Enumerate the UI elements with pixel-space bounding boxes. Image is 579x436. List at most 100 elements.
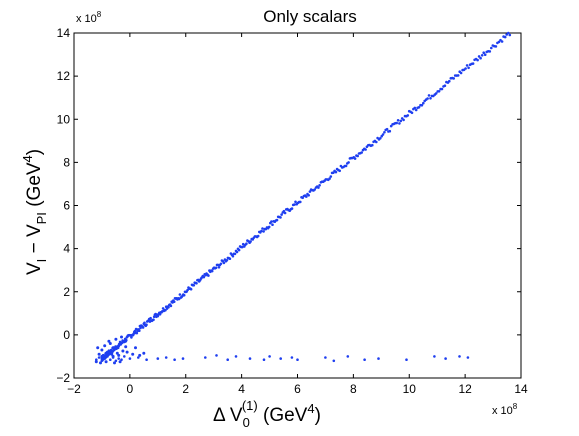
y-tick-label: 4 [63, 242, 70, 256]
diagonal-point [275, 218, 279, 222]
diagonal-point [178, 293, 182, 296]
diagonal-point [271, 223, 274, 226]
diagonal-point [307, 194, 311, 197]
diagonal-point [379, 137, 382, 140]
diagonal-point [347, 161, 350, 164]
flat-branch-point [279, 357, 283, 360]
flat-branch-point [433, 355, 436, 358]
cluster-point [103, 344, 107, 348]
diagonal-point [388, 129, 392, 133]
flat-branch-point [466, 356, 470, 359]
diagonal-point [152, 318, 155, 322]
cluster-point [142, 351, 146, 355]
diagonal-point [429, 97, 432, 100]
diagonal-point [360, 151, 364, 154]
diagonal-point [169, 304, 173, 308]
cluster-point [113, 361, 116, 365]
diagonal-point [214, 266, 218, 270]
diagonal-point [328, 177, 331, 180]
diagonal-point [413, 106, 417, 110]
y-axis-label: VI − VPI (GeV4) [20, 149, 49, 275]
diagonal-point [338, 169, 342, 173]
diagonal-point [143, 321, 146, 325]
diagonal-point [231, 254, 235, 258]
axes [73, 32, 522, 379]
cluster-point [134, 346, 137, 350]
y-multiplier: x 108 [76, 10, 102, 25]
x-tick-label: 8 [350, 382, 357, 396]
diagonal-point [443, 84, 447, 87]
flat-branch-point [97, 356, 101, 359]
diagonal-point [245, 242, 248, 245]
diagonal-point [228, 257, 232, 261]
diagonal-point [477, 55, 481, 58]
diagonal-point [452, 77, 456, 80]
diagonal-point [427, 94, 431, 97]
y-tick-label: 10 [57, 112, 71, 126]
diagonal-point [503, 35, 507, 39]
diagonal-point [249, 240, 252, 243]
cluster-point [99, 361, 102, 365]
diagonal-point [279, 216, 282, 219]
chart-title: Only scalars [263, 7, 357, 26]
cluster-point [106, 350, 109, 354]
flat-branch-point [290, 356, 294, 359]
diagonal-point [241, 242, 245, 246]
diagonal-point [202, 275, 206, 279]
diagonal-point [434, 92, 438, 95]
cluster-point [97, 352, 101, 356]
cluster-point [115, 351, 119, 355]
flat-branch-point [117, 357, 120, 360]
flat-branch-point [120, 358, 123, 362]
diagonal-point [364, 148, 367, 151]
x-tick-label: 0 [127, 382, 134, 396]
flat-branch-point [109, 358, 112, 362]
diagonal-point [161, 307, 165, 310]
x-tick-label: 12 [458, 382, 472, 396]
cluster-point [125, 350, 129, 354]
diagonal-point [235, 250, 239, 254]
diagonal-point [464, 67, 467, 70]
diagonal-point [152, 315, 156, 319]
diagonal-point [494, 45, 498, 48]
flat-branch-point [458, 355, 461, 358]
diagonal-point [465, 64, 469, 67]
diagonal-point [426, 97, 429, 100]
cluster-point [100, 348, 104, 352]
diagonal-point [467, 66, 470, 70]
diagonal-point [329, 175, 333, 178]
cluster-point [117, 344, 121, 348]
diagonal-point [318, 184, 321, 187]
cluster-point [100, 354, 104, 358]
cluster-point [114, 337, 118, 341]
flat-branch-point [346, 355, 350, 358]
flat-branch-point [405, 358, 408, 362]
diagonal-point [395, 121, 399, 125]
diagonal-point [261, 227, 264, 230]
diagonal-point [334, 170, 338, 174]
cluster-point [117, 353, 121, 357]
flat-branch-point [137, 356, 140, 359]
x-tick-label: 6 [294, 382, 301, 396]
diagonal-point [488, 50, 492, 53]
diagonal-point [145, 323, 148, 327]
diagonal-point [399, 119, 403, 123]
flat-branch-point [332, 359, 336, 363]
diagonal-point [381, 133, 385, 136]
diagonal-point [135, 331, 139, 335]
diagonal-point [414, 108, 418, 112]
y-tick-label: 8 [63, 155, 70, 169]
cluster-point [131, 352, 135, 356]
tick-labels: −2 0 2 4 6 8 10 12 14 −2 0 2 4 6 8 10 12 14 [56, 26, 528, 396]
y-tick-label: 2 [63, 285, 70, 299]
flat-branch-point [106, 355, 109, 358]
flat-branch-point [173, 358, 176, 362]
flat-branch-point [103, 357, 106, 360]
diagonal-point [389, 124, 393, 128]
diagonal-point [158, 313, 162, 316]
diagonal-point [149, 316, 152, 320]
diagonal-point [490, 46, 493, 50]
diagonal-point [308, 190, 312, 193]
diagonal-point [480, 54, 484, 57]
diagonal-point [313, 188, 317, 191]
